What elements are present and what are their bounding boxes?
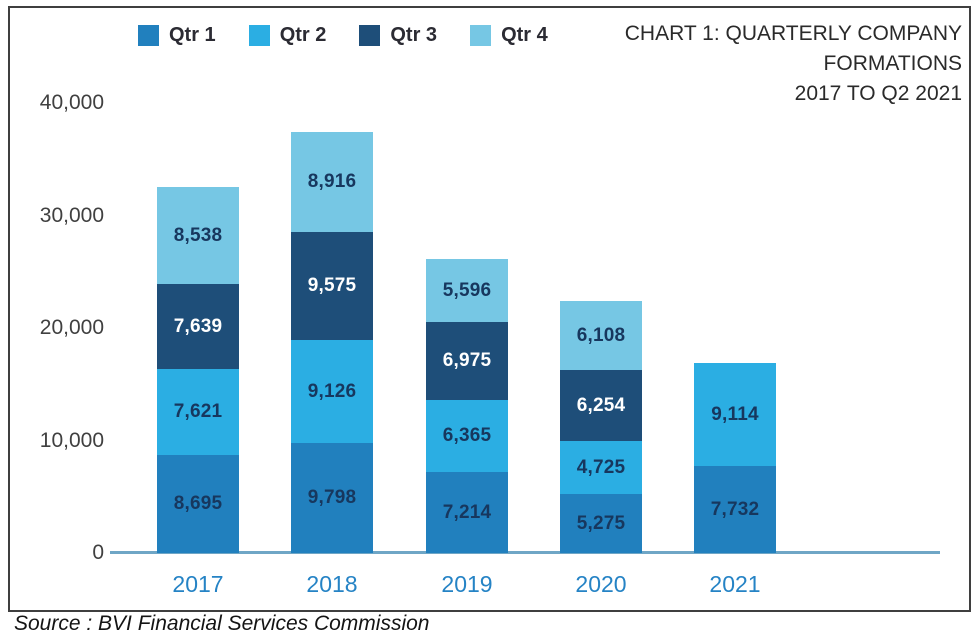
x-axis-label-2021: 2021 bbox=[709, 571, 761, 597]
legend-item-qtr-3: Qtr 3 bbox=[359, 24, 437, 47]
bar-segment-label: 6,975 bbox=[442, 350, 492, 371]
bar-segment-qtr-4-2018: 8,916 bbox=[291, 132, 373, 232]
bar-segment-qtr-3-2017: 7,639 bbox=[157, 284, 239, 369]
chart-title-line: CHART 1: QUARTERLY COMPANY bbox=[624, 22, 962, 45]
legend-label: Qtr 4 bbox=[501, 24, 548, 46]
y-axis-label: 10,000 bbox=[39, 429, 104, 452]
bar-segment-qtr-4-2017: 8,538 bbox=[157, 187, 239, 284]
legend-label: Qtr 1 bbox=[169, 24, 216, 46]
bar-segment-label: 8,538 bbox=[173, 224, 223, 246]
bar-segment-qtr-1-2018: 9,798 bbox=[291, 443, 373, 553]
bar-segment-label: 9,575 bbox=[307, 275, 357, 296]
bar-segment-label: 7,639 bbox=[173, 315, 223, 337]
bar-segment-qtr-2-2020: 4,725 bbox=[560, 441, 642, 494]
x-axis-label-2018: 2018 bbox=[306, 571, 358, 597]
source-caption: Source : BVI Financial Services Commissi… bbox=[14, 612, 430, 635]
legend-label: Qtr 2 bbox=[279, 24, 327, 46]
chart-title: CHART 1: QUARTERLY COMPANY FORMATIONS 20… bbox=[625, 19, 962, 109]
bar-segment-qtr-2-2019: 6,365 bbox=[426, 400, 508, 472]
y-axis-label: 40,000 bbox=[39, 91, 104, 114]
bar-segment-label: 7,621 bbox=[173, 401, 223, 422]
bar-segment-label: 8,916 bbox=[307, 171, 357, 192]
y-axis-label: 20,000 bbox=[39, 316, 104, 339]
legend-swatch-icon bbox=[138, 25, 159, 46]
legend: Qtr 1 Qtr 2 Qtr 3 Qtr 4 bbox=[138, 24, 548, 47]
bar-segment-qtr-1-2019: 7,214 bbox=[426, 472, 508, 553]
legend-item-qtr-1: Qtr 1 bbox=[138, 24, 216, 47]
bar-segment-qtr-4-2020: 6,108 bbox=[560, 301, 642, 370]
x-axis-label-2017: 2017 bbox=[172, 571, 224, 597]
chart-title-line: FORMATIONS bbox=[823, 52, 962, 75]
bar-segment-qtr-1-2017: 8,695 bbox=[157, 455, 239, 553]
bar-segment-label: 6,108 bbox=[576, 324, 626, 346]
plot-area: 0 10,000 20,000 30,000 40,000 8,695 7,621 7,639… bbox=[10, 8, 969, 610]
bar-segment-label: 7,732 bbox=[710, 498, 760, 520]
legend-swatch-icon bbox=[248, 25, 270, 46]
bar-segment-label: 7,214 bbox=[442, 501, 492, 523]
bar-segment-label: 4,725 bbox=[576, 456, 626, 478]
bar-segment-label: 5,275 bbox=[576, 512, 626, 534]
bar-segment-qtr-1-2020: 5,275 bbox=[560, 494, 642, 553]
bar-segment-label: 9,114 bbox=[711, 403, 759, 425]
bar-segment-label: 9,126 bbox=[307, 380, 357, 402]
bar-segment-label: 9,798 bbox=[307, 487, 357, 508]
bar-segment-label: 6,365 bbox=[442, 425, 492, 446]
bar-segment-label: 8,695 bbox=[173, 493, 223, 514]
bar-segment-qtr-3-2020: 6,254 bbox=[560, 370, 642, 441]
legend-label: Qtr 3 bbox=[390, 24, 438, 46]
bar-segment-qtr-1-2021: 7,732 bbox=[694, 466, 776, 553]
bar-segment-qtr-2-2021: 9,114 bbox=[694, 363, 776, 466]
legend-item-qtr-4: Qtr 4 bbox=[470, 24, 548, 47]
x-axis-label-2020: 2020 bbox=[575, 571, 627, 597]
bar-segment-label: 6,254 bbox=[576, 394, 626, 416]
legend-item-qtr-2: Qtr 2 bbox=[248, 24, 327, 47]
y-axis-label: 0 bbox=[92, 541, 104, 564]
bar-segment-qtr-2-2018: 9,126 bbox=[291, 340, 373, 443]
y-axis-label: 30,000 bbox=[39, 204, 104, 227]
bar-segment-qtr-2-2017: 7,621 bbox=[157, 369, 239, 455]
x-axis-line bbox=[110, 551, 940, 554]
legend-swatch-icon bbox=[470, 25, 492, 46]
bar-segment-qtr-3-2019: 6,975 bbox=[426, 322, 508, 400]
legend-swatch-icon bbox=[359, 25, 381, 46]
chart-title-line: 2017 TO Q2 2021 bbox=[794, 82, 962, 105]
chart-frame: Qtr 1 Qtr 2 Qtr 3 Qtr 4 CHART 1: QUARTERLY … bbox=[8, 6, 971, 612]
x-axis-label-2019: 2019 bbox=[441, 571, 493, 597]
bar-segment-qtr-3-2018: 9,575 bbox=[291, 232, 373, 340]
bar-segment-label: 5,596 bbox=[442, 279, 492, 301]
bar-segment-qtr-4-2019: 5,596 bbox=[426, 259, 508, 322]
